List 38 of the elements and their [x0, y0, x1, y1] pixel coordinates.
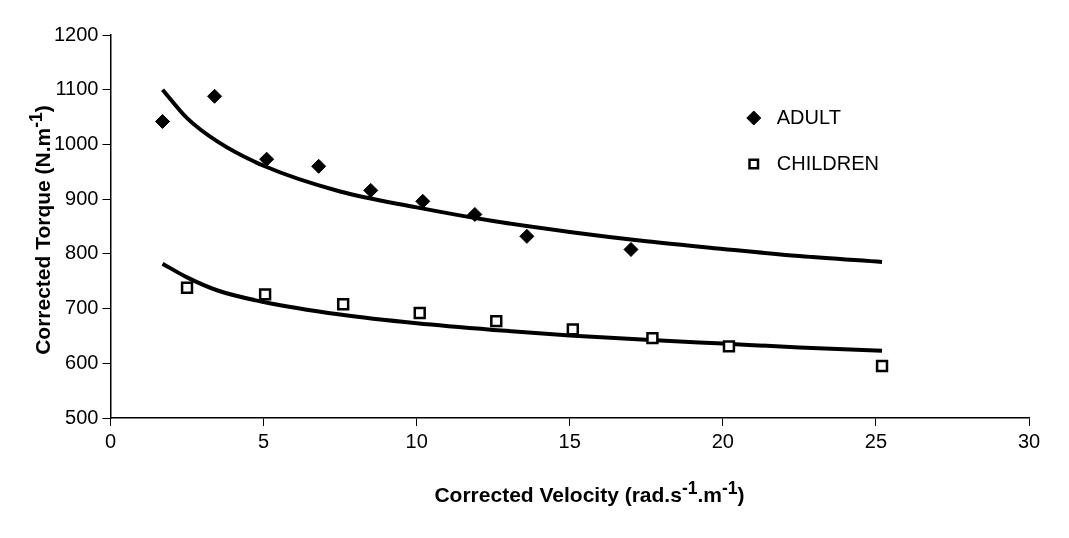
x-tick-label: 5	[258, 429, 270, 452]
x-tick-label: 15	[558, 429, 581, 452]
point	[875, 359, 889, 373]
point	[415, 193, 431, 209]
y-tick-label: 1200	[53, 22, 99, 45]
point	[623, 241, 639, 257]
point	[207, 88, 223, 104]
point	[336, 298, 350, 311]
point	[722, 340, 736, 353]
y-tick-label: 900	[65, 186, 99, 209]
y-tick-label: 700	[65, 296, 99, 319]
x-tick-label: 25	[864, 429, 888, 452]
y-tick-label: 1000	[53, 131, 99, 154]
line-series	[160, 261, 885, 353]
x-tick-label: 10	[405, 429, 428, 452]
point	[259, 151, 275, 167]
point	[519, 228, 535, 244]
point	[311, 158, 327, 174]
point	[258, 288, 272, 301]
point	[566, 323, 580, 336]
point	[413, 306, 426, 320]
y-tick-label: 500	[65, 405, 99, 428]
point	[646, 331, 659, 345]
x-axis-title: Corrected Velocity (rad.s$^{-1}$.m$^{-1}$)	[433, 478, 746, 507]
point	[467, 206, 483, 222]
legend-label: CHILDREN	[776, 151, 880, 174]
line-series	[160, 87, 885, 265]
y-tick-label: 1100	[55, 77, 99, 100]
y-tick-label: 800	[65, 241, 99, 264]
point	[363, 182, 379, 198]
x-tick-label: 30	[1017, 429, 1041, 452]
point	[155, 113, 171, 129]
x-tick-label: 20	[711, 429, 734, 452]
y-tick-label: 600	[65, 350, 99, 373]
legend-label: ADULT	[776, 105, 841, 128]
x-tick-label: 0	[104, 429, 117, 452]
point	[180, 281, 194, 294]
point	[490, 314, 503, 328]
